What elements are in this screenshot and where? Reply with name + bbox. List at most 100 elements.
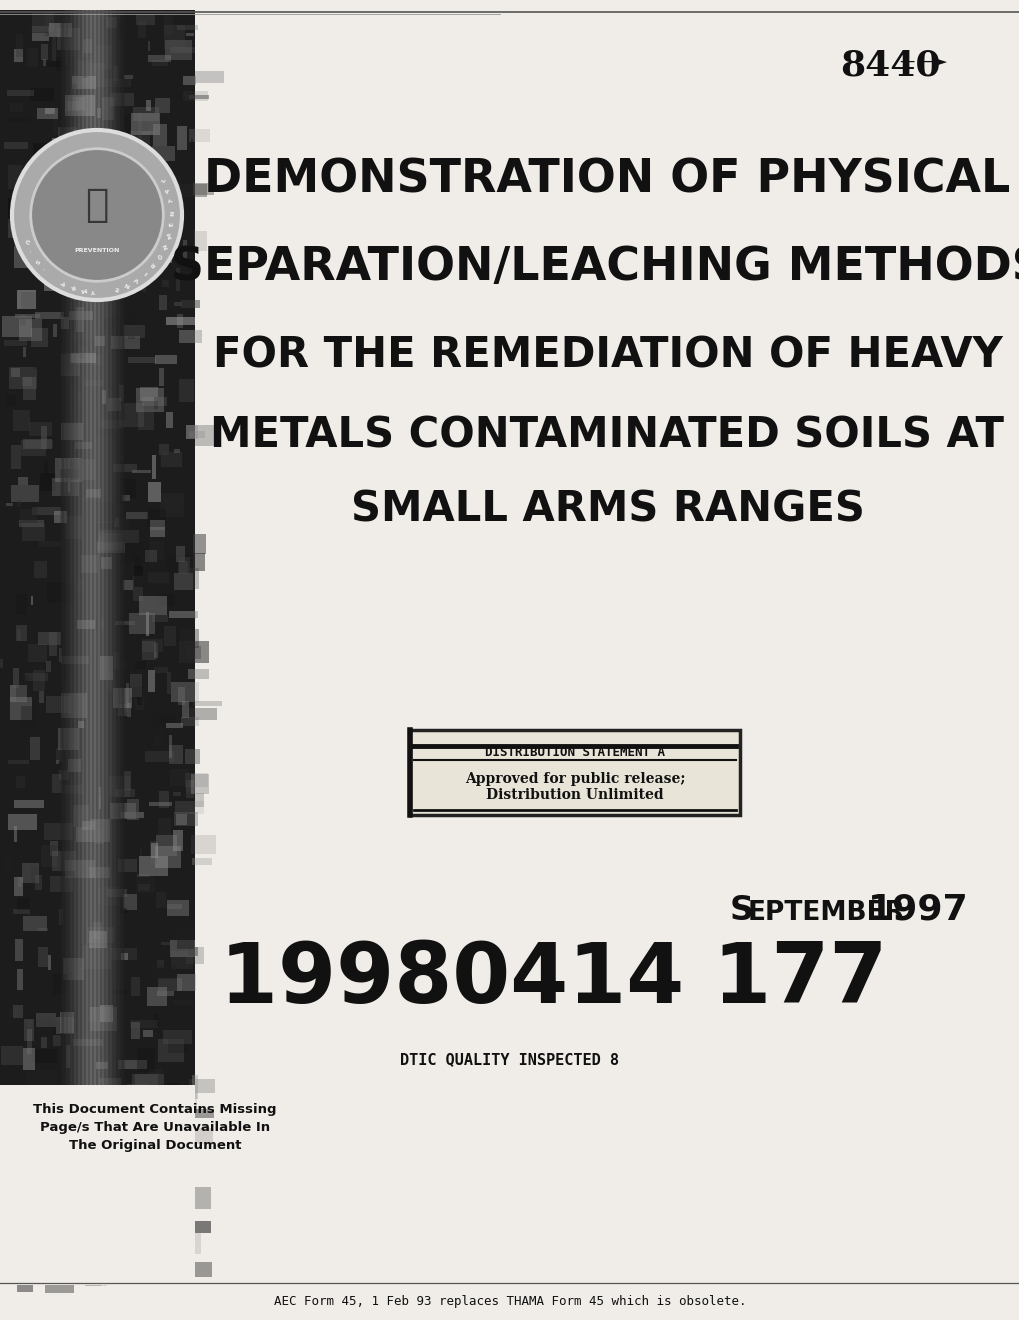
Bar (65, 44, 68, 65)
Bar (123, 1193, 128, 1217)
Bar (101, 420, 124, 429)
Bar (75, 11, 77, 1280)
Bar (0, 1085, 195, 1284)
Bar (170, 768, 190, 787)
Bar (13, 668, 19, 688)
Bar (89, 11, 91, 1280)
Bar (128, 315, 136, 338)
Bar (84, 11, 86, 1280)
Bar (19, 520, 44, 528)
Bar (138, 1185, 145, 1201)
Bar (155, 201, 164, 219)
Bar (148, 572, 169, 583)
Bar (69, 310, 93, 319)
Bar (48, 214, 55, 223)
Bar (108, 671, 114, 690)
Circle shape (31, 149, 163, 281)
Bar (86, 488, 101, 499)
Bar (157, 594, 174, 606)
Text: S: S (34, 257, 40, 264)
Bar (45, 1275, 73, 1292)
Bar (96, 1061, 108, 1069)
Bar (89, 1007, 97, 1022)
Bar (18, 1166, 39, 1187)
Bar (139, 409, 154, 430)
Bar (85, 1166, 97, 1189)
Bar (194, 1129, 213, 1143)
Bar (97, 768, 108, 788)
Bar (29, 20, 48, 33)
Bar (1, 1045, 22, 1065)
Bar (179, 642, 209, 663)
Bar (167, 554, 191, 574)
Bar (142, 640, 156, 660)
Bar (154, 1012, 159, 1027)
Bar (56, 1154, 61, 1177)
Bar (63, 1150, 90, 1160)
Bar (41, 1226, 43, 1251)
Bar (32, 866, 39, 884)
Bar (22, 498, 37, 508)
Bar (69, 1263, 89, 1271)
Bar (24, 673, 48, 681)
Bar (124, 1113, 140, 1126)
Bar (105, 11, 107, 1280)
Bar (115, 789, 135, 797)
Bar (28, 1071, 57, 1085)
Bar (25, 1109, 32, 1119)
Bar (169, 735, 172, 758)
Bar (63, 958, 84, 979)
Bar (173, 1001, 193, 1006)
Bar (150, 541, 163, 560)
Bar (77, 11, 79, 1280)
Bar (135, 1269, 141, 1274)
Bar (186, 946, 199, 956)
Bar (66, 154, 95, 177)
Bar (119, 11, 121, 1280)
Bar (147, 797, 169, 805)
Bar (41, 44, 48, 59)
Bar (8, 219, 14, 239)
Bar (123, 579, 133, 590)
Bar (187, 669, 209, 678)
Bar (109, 11, 111, 1280)
Bar (46, 696, 72, 713)
Bar (161, 941, 184, 945)
Bar (87, 276, 91, 297)
Bar (30, 88, 53, 102)
Bar (90, 931, 107, 949)
Bar (28, 644, 47, 663)
Text: V: V (133, 276, 141, 282)
Bar (126, 799, 139, 820)
Bar (42, 847, 55, 865)
Bar (143, 282, 146, 292)
Bar (122, 894, 138, 911)
Bar (49, 954, 51, 970)
Bar (112, 1109, 142, 1121)
Bar (88, 828, 105, 846)
Bar (77, 395, 82, 403)
Bar (128, 1239, 147, 1245)
Bar (102, 96, 114, 120)
Bar (138, 1048, 155, 1072)
Bar (12, 411, 30, 430)
Bar (193, 535, 206, 554)
Bar (110, 335, 140, 350)
Bar (154, 643, 158, 657)
Bar (10, 697, 32, 719)
Text: Y: Y (92, 288, 97, 293)
Bar (66, 11, 68, 1280)
Circle shape (12, 129, 181, 300)
Bar (79, 11, 82, 1280)
Bar (16, 626, 26, 640)
Bar (38, 631, 61, 645)
Bar (63, 11, 65, 1280)
Bar (129, 675, 142, 697)
Bar (135, 1074, 163, 1093)
Bar (150, 1082, 173, 1100)
Bar (60, 1012, 74, 1032)
Bar (16, 776, 25, 788)
Bar (191, 775, 209, 793)
Bar (154, 667, 168, 673)
Bar (164, 498, 181, 513)
